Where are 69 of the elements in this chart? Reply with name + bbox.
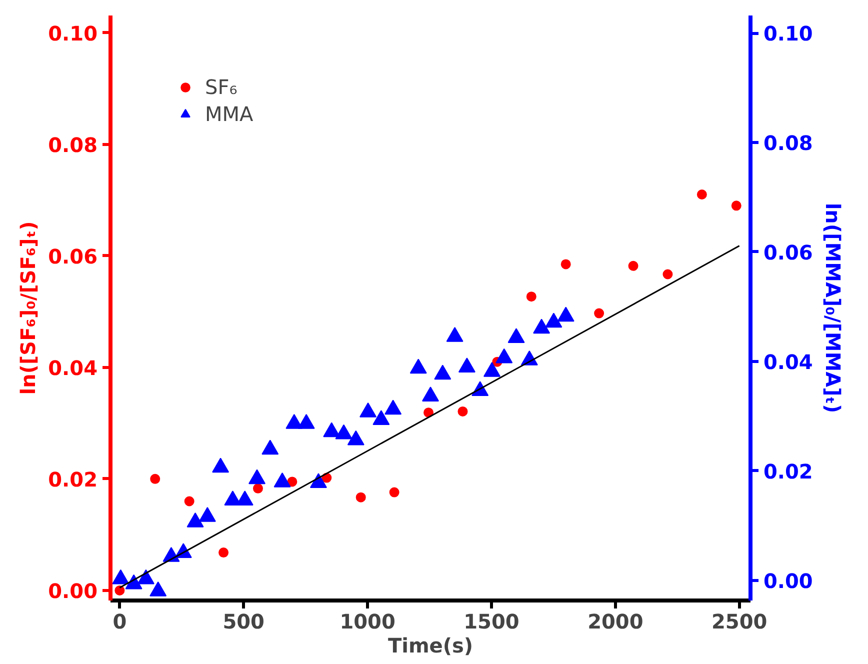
point: [545, 312, 562, 328]
point: [150, 474, 160, 484]
point: [446, 326, 464, 342]
y-tick-label: 0.02: [48, 467, 98, 492]
x-tick-label: 0: [112, 610, 127, 634]
point: [335, 424, 352, 440]
point: [594, 308, 604, 318]
point: [372, 410, 390, 426]
point: [422, 386, 439, 402]
point: [287, 476, 298, 487]
y-tick-label: 0.08: [48, 132, 98, 157]
point: [218, 548, 229, 558]
x-tick-label: 500: [222, 610, 264, 634]
legend-label: SF₆: [205, 75, 238, 99]
point: [298, 414, 315, 429]
point: [458, 406, 468, 416]
point: [696, 190, 707, 200]
point: [114, 585, 125, 596]
y-tick-label: 0.10: [48, 21, 98, 46]
y-tick-label: 0.06: [48, 244, 98, 268]
y2-tick-label: 0.10: [764, 22, 813, 46]
point: [360, 402, 377, 418]
y2-tick-label: 0.08: [764, 130, 813, 155]
y2-tick-label: 0.00: [764, 568, 813, 593]
point: [198, 507, 216, 522]
point: [248, 469, 266, 484]
point: [212, 458, 230, 473]
point: [410, 358, 427, 374]
y-tick-label: 0.00: [48, 578, 98, 603]
point: [137, 569, 154, 584]
point: [526, 292, 536, 302]
point: [186, 512, 204, 528]
point: [112, 569, 130, 584]
y-axis-title: ln([SF₆]₀/[SF₆]ₜ): [16, 221, 40, 395]
point: [557, 306, 574, 322]
point: [458, 358, 476, 372]
point: [262, 440, 279, 455]
point: [389, 487, 400, 498]
point: [384, 400, 402, 415]
point: [150, 581, 167, 596]
x-tick-label: 1500: [464, 610, 520, 634]
y2-tick-label: 0.04: [764, 350, 813, 374]
point: [662, 269, 673, 280]
legend-label: MMA: [205, 102, 254, 126]
point: [434, 364, 452, 380]
x-tick-label: 1000: [340, 610, 396, 634]
point: [323, 422, 340, 438]
point: [347, 430, 364, 446]
x-tick-label: 2500: [712, 610, 768, 634]
point: [496, 348, 513, 364]
point: [560, 259, 571, 270]
point: [310, 473, 327, 488]
point: [356, 492, 366, 502]
x-tick-label: 2000: [588, 610, 644, 634]
y2-axis-title: ln([MMA]₀/[MMA]ₜ): [820, 202, 845, 414]
point: [274, 472, 291, 488]
point: [628, 260, 638, 271]
point: [533, 318, 550, 334]
point: [252, 483, 263, 494]
point: [286, 414, 303, 429]
point: [184, 496, 194, 506]
y2-tick-label: 0.06: [764, 240, 813, 264]
point: [483, 362, 500, 377]
y2-tick-label: 0.02: [764, 459, 813, 484]
y-tick-label: 0.04: [48, 356, 98, 380]
point: [508, 328, 525, 343]
point: [731, 200, 742, 211]
x-axis-title: Time(s): [388, 634, 474, 658]
point: [424, 408, 434, 418]
